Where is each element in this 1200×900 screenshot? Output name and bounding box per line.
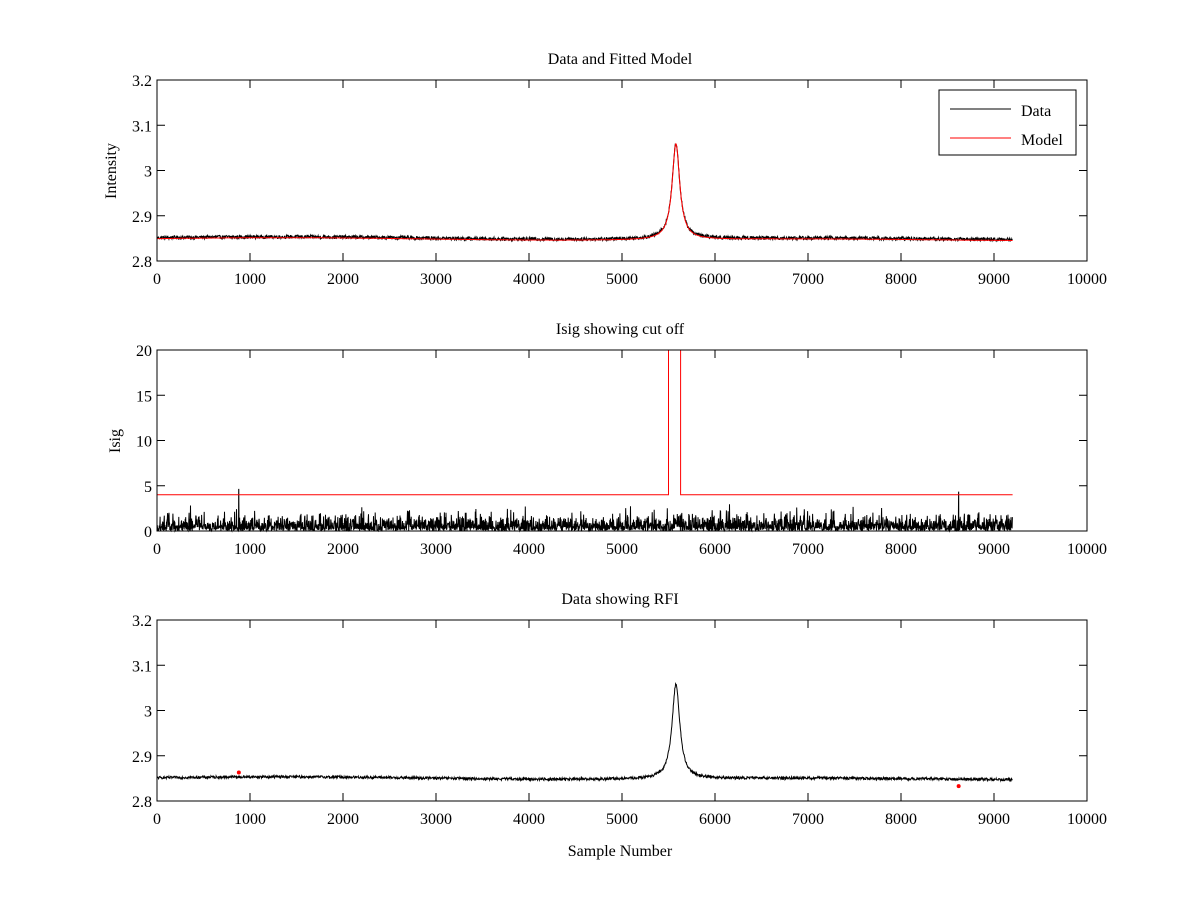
subplot-data-and-fitted-model: Data and Fitted Model 0 1000 2000 3000 4000 5…	[103, 51, 1107, 288]
x-tick-label: 0	[153, 271, 161, 288]
y-tick-label: 15	[136, 388, 152, 405]
series-line	[156, 488, 1013, 533]
y-tick-label: 3.2	[132, 613, 152, 630]
x-tick-label: 4000	[513, 811, 545, 828]
plot-title: Isig showing cut off	[556, 321, 685, 338]
x-axis-label: Sample Number	[568, 843, 673, 860]
y-tick-label: 3	[144, 704, 152, 721]
rfi-point	[956, 784, 961, 789]
x-tick-label: 1000	[234, 811, 266, 828]
y-axis-label: Intensity	[103, 143, 120, 199]
legend-label-data: Data	[1021, 103, 1051, 120]
ticks: 0 1000 2000 3000 4000 5000 6000 7000 8000 9000 100…	[132, 613, 1107, 828]
ticks: 0 1000 2000 3000 4000 5000 6000 7000 8000 9000 100…	[132, 73, 1107, 288]
x-tick-label: 8000	[885, 541, 917, 558]
x-tick-label: 2000	[327, 811, 359, 828]
x-tick-label: 9000	[978, 271, 1010, 288]
subplot-data-showing-rfi: Data showing RFI 0 1000 2000 3000 4000 5000 60…	[132, 591, 1107, 860]
x-tick-label: 1000	[234, 271, 266, 288]
x-tick-label: 3000	[420, 541, 452, 558]
plot-title: Data and Fitted Model	[548, 51, 693, 68]
x-tick-label: 0	[153, 811, 161, 828]
rfi-point	[236, 770, 241, 775]
y-tick-label: 0	[144, 524, 152, 541]
y-tick-label: 3	[144, 164, 152, 181]
x-tick-label: 3000	[420, 811, 452, 828]
x-tick-label: 5000	[606, 541, 638, 558]
y-tick-label: 3.1	[132, 118, 152, 135]
x-tick-label: 6000	[699, 271, 731, 288]
subplot-isig-showing-cut-off: Isig showing cut off 0 1000 2000 3000 4000 50…	[107, 321, 1107, 558]
x-tick-label: 9000	[978, 541, 1010, 558]
plot-title: Data showing RFI	[561, 591, 678, 608]
legend-label-model: Model	[1021, 132, 1063, 149]
x-tick-label: 2000	[327, 541, 359, 558]
plot-content	[156, 142, 1013, 243]
x-tick-label: 1000	[234, 541, 266, 558]
y-tick-label: 2.8	[132, 794, 152, 811]
x-tick-label: 6000	[699, 541, 731, 558]
legend-box	[938, 89, 1077, 156]
x-tick-label: 4000	[513, 271, 545, 288]
x-tick-label: 7000	[792, 541, 824, 558]
x-tick-label: 5000	[606, 811, 638, 828]
x-tick-label: 7000	[792, 271, 824, 288]
x-tick-label: 8000	[885, 271, 917, 288]
x-tick-label: 10000	[1067, 811, 1107, 828]
y-tick-label: 2.8	[132, 254, 152, 271]
y-tick-label: 3.2	[132, 73, 152, 90]
x-tick-label: 10000	[1067, 271, 1107, 288]
y-tick-label: 20	[136, 343, 152, 360]
y-tick-label: 10	[136, 434, 152, 451]
x-tick-label: 10000	[1067, 541, 1107, 558]
series-line	[157, 142, 1013, 241]
x-tick-label: 3000	[420, 271, 452, 288]
series-line	[156, 682, 1013, 783]
x-tick-label: 4000	[513, 541, 545, 558]
y-tick-label: 3.1	[132, 658, 152, 675]
x-tick-label: 5000	[606, 271, 638, 288]
x-tick-label: 9000	[978, 811, 1010, 828]
x-tick-label: 0	[153, 541, 161, 558]
y-tick-label: 2.9	[132, 749, 152, 766]
legend: Data Model	[938, 89, 1077, 156]
x-tick-label: 8000	[885, 811, 917, 828]
y-axis-label: Isig	[107, 429, 124, 453]
ticks: 0 1000 2000 3000 4000 5000 6000 7000 8000 9000 100…	[136, 343, 1107, 558]
x-tick-label: 6000	[699, 811, 731, 828]
x-tick-label: 2000	[327, 271, 359, 288]
x-tick-label: 7000	[792, 811, 824, 828]
y-tick-label: 5	[144, 479, 152, 496]
plot-content	[156, 682, 1013, 789]
y-tick-label: 2.9	[132, 209, 152, 226]
